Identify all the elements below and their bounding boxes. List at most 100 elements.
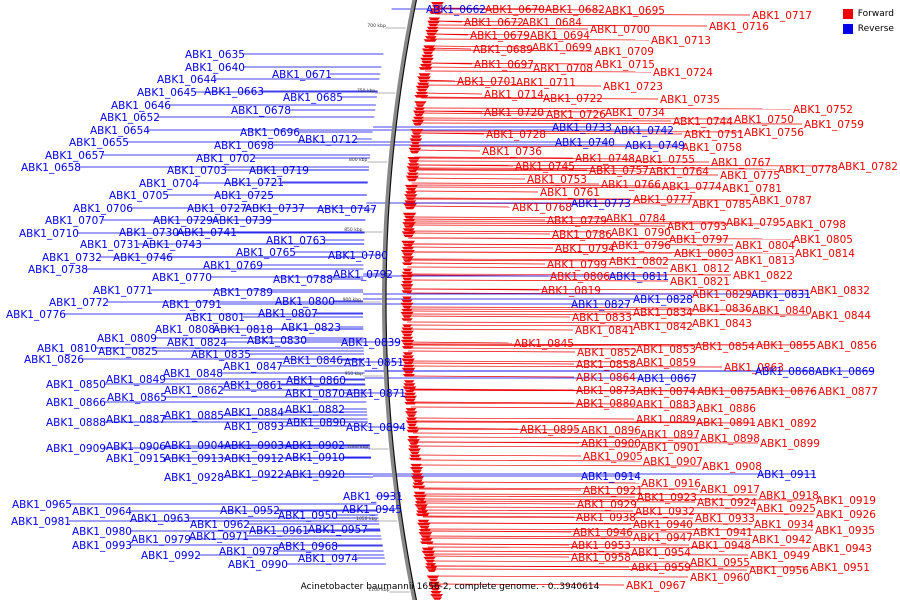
reverse-gene-label: ABK1_0725 xyxy=(214,190,274,202)
connector-line xyxy=(407,288,809,291)
forward-gene-arrow xyxy=(426,33,437,36)
tick-label: 800 kbp xyxy=(349,157,367,163)
reverse-gene-label: ABK1_0810 xyxy=(37,343,97,355)
forward-gene-arrow xyxy=(409,144,421,148)
forward-gene-label: ABK1_0708 xyxy=(533,63,593,75)
forward-gene-label: ABK1_0699 xyxy=(532,42,592,54)
forward-gene-arrow xyxy=(411,476,425,479)
reverse-gene-label: ABK1_0823 xyxy=(281,322,341,334)
forward-gene-label: ABK1_0764 xyxy=(649,166,709,178)
forward-gene-label: ABK1_0766 xyxy=(601,179,661,191)
forward-gene-label: ABK1_0814 xyxy=(795,248,855,260)
forward-gene-label: ABK1_0875 xyxy=(697,386,757,398)
forward-gene-arrow xyxy=(421,547,435,551)
genome-backbone xyxy=(382,0,418,600)
forward-gene-arrow xyxy=(426,26,439,30)
forward-gene-label: ABK1_0859 xyxy=(636,357,696,369)
forward-gene-label: ABK1_0761 xyxy=(540,187,600,199)
forward-gene-arrow xyxy=(401,271,413,275)
forward-gene-label: ABK1_0856 xyxy=(817,340,877,352)
forward-gene-arrow xyxy=(402,296,412,300)
legend-forward-label: Forward xyxy=(857,8,894,19)
reverse-gene-label: ABK1_0903 xyxy=(224,440,284,452)
forward-gene-label: ABK1_0918 xyxy=(759,490,819,502)
reverse-gene-label: ABK1_0789 xyxy=(213,287,273,299)
connector-line xyxy=(407,343,816,346)
forward-gene-arrow xyxy=(406,414,416,417)
forward-gene-arrow xyxy=(421,54,434,58)
forward-gene-arrow xyxy=(420,541,434,544)
forward-gene-label: ABK1_0682 xyxy=(545,4,605,16)
connector-line xyxy=(428,47,472,50)
forward-gene-label: ABK1_0756 xyxy=(744,127,804,139)
connector-line xyxy=(415,459,642,462)
forward-gene-arrow xyxy=(417,522,431,526)
forward-gene-arrow xyxy=(409,150,420,154)
reverse-gene-label: ABK1_0846 xyxy=(283,355,343,367)
reverse-gene-label: ABK1_0913 xyxy=(164,453,224,465)
forward-gene-label: ABK1_0834 xyxy=(633,307,693,319)
forward-gene-arrow xyxy=(406,172,419,176)
forward-gene-arrow xyxy=(415,91,428,95)
reverse-gene-label: ABK1_0827 xyxy=(571,299,631,311)
reverse-gene-label: ABK1_0990 xyxy=(228,559,288,571)
forward-gene-label: ABK1_0917 xyxy=(700,484,760,496)
connector-line xyxy=(422,515,575,518)
forward-gene-arrow xyxy=(429,11,443,14)
connector-line xyxy=(412,432,639,435)
forward-gene-arrow xyxy=(402,386,417,389)
connector-line xyxy=(413,160,710,163)
forward-gene-arrow xyxy=(400,312,414,315)
connector-line xyxy=(413,167,777,170)
forward-gene-label: ABK1_0758 xyxy=(682,142,742,154)
kbp-ruler: 700 kbp 750 kbp 800 kbp 850 kbp 900 kbp 950 k… xyxy=(343,23,410,593)
connector-line xyxy=(422,516,694,519)
connector-line xyxy=(429,555,570,558)
forward-gene-label: ABK1_0891 xyxy=(696,417,756,429)
forward-gene-arrow xyxy=(417,76,431,79)
connector-line xyxy=(425,70,652,73)
connector-line xyxy=(415,454,582,457)
connector-line xyxy=(414,156,574,159)
forward-gene-arrow xyxy=(404,184,419,188)
connector-line xyxy=(411,182,600,185)
reverse-gene-label: ABK1_0737 xyxy=(245,203,305,215)
reverse-gene-label: ABK1_0742 xyxy=(614,125,674,137)
forward-gene-arrow xyxy=(402,305,412,309)
forward-gene-label: ABK1_0672 xyxy=(464,17,524,29)
reverse-gene-label: ABK1_0800 xyxy=(275,296,335,308)
forward-gene-arrow xyxy=(410,129,424,132)
reverse-gene-label: ABK1_0825 xyxy=(98,346,158,358)
connector-line xyxy=(413,441,580,444)
forward-gene-arrow xyxy=(427,569,437,572)
reverse-gene-label: ABK1_0743 xyxy=(142,239,202,251)
forward-gene-arrow xyxy=(430,8,442,11)
reverse-gene-label: ABK1_0830 xyxy=(247,335,307,347)
reverse-gene-label: ABK1_0868 xyxy=(755,366,815,378)
forward-gene-label: ABK1_0924 xyxy=(697,497,757,509)
forward-gene-arrow xyxy=(402,268,412,272)
reverse-gene-label: ABK1_0706 xyxy=(73,203,133,215)
forward-gene-arrow xyxy=(402,315,412,318)
forward-gene-arrow xyxy=(409,442,419,445)
connector-line xyxy=(410,406,695,409)
forward-gene-arrow xyxy=(412,482,425,486)
connector-line xyxy=(407,315,571,318)
forward-gene-arrow xyxy=(409,457,422,461)
forward-gene-label: ABK1_0947 xyxy=(633,532,693,544)
forward-gene-arrow xyxy=(402,333,413,337)
forward-gene-arrow xyxy=(416,507,427,510)
forward-gene-label: ABK1_0900 xyxy=(581,438,641,450)
reverse-gene-label: ABK1_0962 xyxy=(190,519,250,531)
reverse-gene-label: ABK1_0902 xyxy=(285,440,345,452)
reverse-gene-label: ABK1_0826 xyxy=(24,354,84,366)
reverse-gene-label: ABK1_0741 xyxy=(177,227,237,239)
forward-gene-arrow xyxy=(423,39,437,42)
forward-gene-label: ABK1_0967 xyxy=(626,580,686,592)
connector-line xyxy=(408,237,792,240)
forward-gene-arrow xyxy=(413,491,426,495)
connector-line xyxy=(407,341,513,344)
reverse-gene-label: ABK1_0912 xyxy=(224,453,284,465)
connector-line xyxy=(411,420,695,423)
